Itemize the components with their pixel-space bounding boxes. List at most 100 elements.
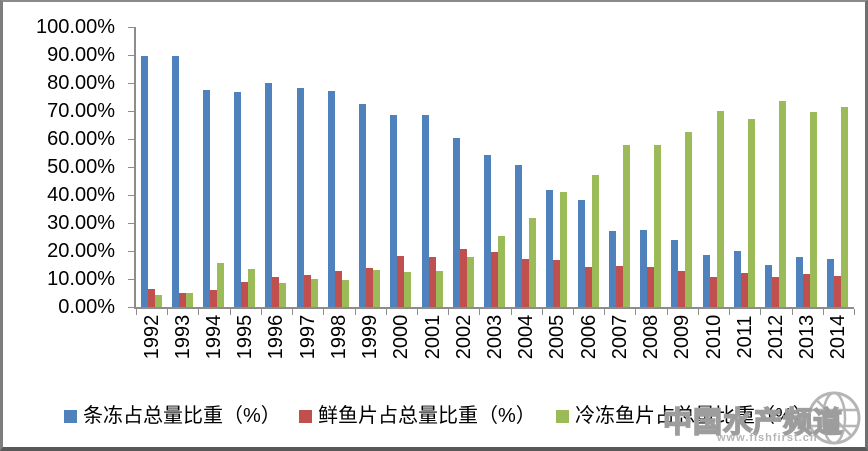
chart-bar-条冻占总量比重（%）-1995 (234, 92, 241, 307)
chart-bar-鲜鱼片占总量比重（%）-1994 (210, 290, 217, 307)
y-axis-tick (128, 83, 134, 84)
chart-bar-冷冻鱼片占总量比重（%）-2009 (685, 132, 692, 307)
y-axis-tick (128, 167, 134, 168)
chart-bar-冷冻鱼片占总量比重（%）-2008 (654, 145, 661, 307)
x-axis-label: 2010 (703, 314, 725, 360)
y-axis-tick (128, 195, 134, 196)
chart-bar-条冻占总量比重（%）-2001 (422, 115, 429, 307)
x-axis-label: 2011 (734, 315, 756, 359)
chart-bar-鲜鱼片占总量比重（%）-1998 (335, 271, 342, 307)
chart-bar-条冻占总量比重（%）-2002 (453, 138, 460, 307)
x-axis-label: 2005 (546, 314, 568, 360)
x-axis-tick (417, 309, 418, 315)
chart-bar-鲜鱼片占总量比重（%）-2009 (678, 271, 685, 307)
chart-bar-冷冻鱼片占总量比重（%）-2002 (467, 257, 474, 307)
x-axis-tick (261, 309, 262, 315)
y-axis-tick (128, 27, 134, 28)
chart-bar-冷冻鱼片占总量比重（%）-2011 (748, 119, 755, 307)
x-axis-tick (230, 309, 231, 315)
chart-bar-条冻占总量比重（%）-2009 (671, 240, 678, 307)
x-axis-label: 2008 (640, 314, 662, 360)
x-axis-tick (729, 309, 730, 315)
x-axis-label: 2007 (609, 314, 631, 360)
chart-bar-冷冻鱼片占总量比重（%）-1993 (186, 293, 193, 307)
y-axis-label: 0.00% (58, 296, 115, 318)
chart-bar-条冻占总量比重（%）-2003 (484, 155, 491, 307)
x-axis-label: 2004 (515, 314, 537, 360)
chart-bar-条冻占总量比重（%）-1993 (172, 56, 179, 307)
legend-swatch-icon (299, 409, 312, 423)
y-axis-label: 10.00% (47, 268, 115, 290)
x-axis-label: 2001 (422, 314, 444, 360)
chart-bar-条冻占总量比重（%）-2004 (515, 165, 522, 307)
x-axis-label: 2003 (484, 314, 506, 360)
x-axis-tick (511, 309, 512, 315)
x-axis-label: 2009 (671, 314, 693, 360)
x-axis-label: 2000 (390, 314, 412, 360)
y-axis-label: 60.00% (47, 128, 115, 150)
x-axis-label: 1996 (265, 314, 287, 360)
chart-bar-条冻占总量比重（%）-2014 (827, 259, 834, 307)
x-axis-label: 1994 (203, 314, 225, 360)
y-axis-label: 30.00% (47, 212, 115, 234)
chart-bar-条冻占总量比重（%）-1998 (328, 91, 335, 307)
y-axis-label: 50.00% (47, 156, 115, 178)
chart-bar-冷冻鱼片占总量比重（%）-1998 (342, 280, 349, 307)
legend-label: 条冻占总量比重（%） (83, 405, 281, 427)
x-axis-tick (198, 309, 199, 315)
x-axis-tick (448, 309, 449, 315)
chart-bar-条冻占总量比重（%）-1999 (359, 104, 366, 307)
y-axis-tick (128, 223, 134, 224)
x-axis-tick (136, 309, 137, 315)
chart-bar-条冻占总量比重（%）-2011 (734, 251, 741, 307)
chart-bar-条冻占总量比重（%）-2008 (640, 230, 647, 307)
chart-bar-鲜鱼片占总量比重（%）-1992 (148, 289, 155, 307)
legend-label: 冷冻鱼片占总量比重（%） (575, 405, 813, 427)
chart-bar-冷冻鱼片占总量比重（%）-2006 (592, 175, 599, 307)
x-axis-tick (292, 309, 293, 315)
x-axis-label: 1997 (297, 314, 319, 360)
chart-bar-鲜鱼片占总量比重（%）-2011 (741, 273, 748, 307)
x-axis-label: 1998 (328, 314, 350, 360)
chart-bar-冷冻鱼片占总量比重（%）-2001 (436, 271, 443, 307)
chart-bar-鲜鱼片占总量比重（%）-2007 (616, 266, 623, 307)
y-axis-label: 90.00% (47, 44, 115, 66)
chart-bar-鲜鱼片占总量比重（%）-2006 (585, 267, 592, 307)
x-axis-label: 2002 (453, 314, 475, 360)
chart-bar-冷冻鱼片占总量比重（%）-2004 (529, 218, 536, 307)
chart-bar-冷冻鱼片占总量比重（%）-1992 (155, 295, 162, 307)
legend-item: 鲜鱼片占总量比重（%） (299, 405, 536, 427)
chart-bar-冷冻鱼片占总量比重（%）-2012 (779, 101, 786, 307)
x-axis-tick (823, 309, 824, 315)
chart-bar-冷冻鱼片占总量比重（%）-2013 (810, 112, 817, 307)
chart-bar-条冻占总量比重（%）-2005 (546, 190, 553, 307)
y-axis-tick (128, 55, 134, 56)
x-axis-tick (167, 309, 168, 315)
y-axis-line (134, 27, 136, 309)
chart-bar-鲜鱼片占总量比重（%）-1997 (304, 275, 311, 307)
chart-bar-冷冻鱼片占总量比重（%）-1994 (217, 263, 224, 307)
chart-bar-鲜鱼片占总量比重（%）-1993 (179, 293, 186, 307)
x-axis-tick (635, 309, 636, 315)
chart-bar-鲜鱼片占总量比重（%）-2001 (429, 257, 436, 307)
legend-label: 鲜鱼片占总量比重（%） (318, 405, 536, 427)
legend-item: 条冻占总量比重（%） (64, 405, 281, 427)
y-axis-tick (128, 251, 134, 252)
chart-bar-鲜鱼片占总量比重（%）-2013 (803, 274, 810, 307)
chart-bar-鲜鱼片占总量比重（%）-2002 (460, 249, 467, 307)
chart-bar-条冻占总量比重（%）-1992 (141, 56, 148, 307)
chart-bar-条冻占总量比重（%）-1996 (265, 83, 272, 307)
y-axis-tick (128, 307, 134, 308)
legend-item: 冷冻鱼片占总量比重（%） (556, 405, 813, 427)
chart-bar-鲜鱼片占总量比重（%）-2008 (647, 267, 654, 307)
legend-swatch-icon (556, 409, 569, 423)
chart-bar-冷冻鱼片占总量比重（%）-1999 (373, 270, 380, 307)
chart-bar-冷冻鱼片占总量比重（%）-2005 (560, 192, 567, 307)
chart-bar-条冻占总量比重（%）-2012 (765, 265, 772, 307)
x-axis-tick (355, 309, 356, 315)
chart-bar-冷冻鱼片占总量比重（%）-2000 (404, 272, 411, 307)
x-axis-label: 1993 (172, 314, 194, 360)
x-axis-label: 2006 (578, 314, 600, 360)
y-axis-label: 40.00% (47, 184, 115, 206)
